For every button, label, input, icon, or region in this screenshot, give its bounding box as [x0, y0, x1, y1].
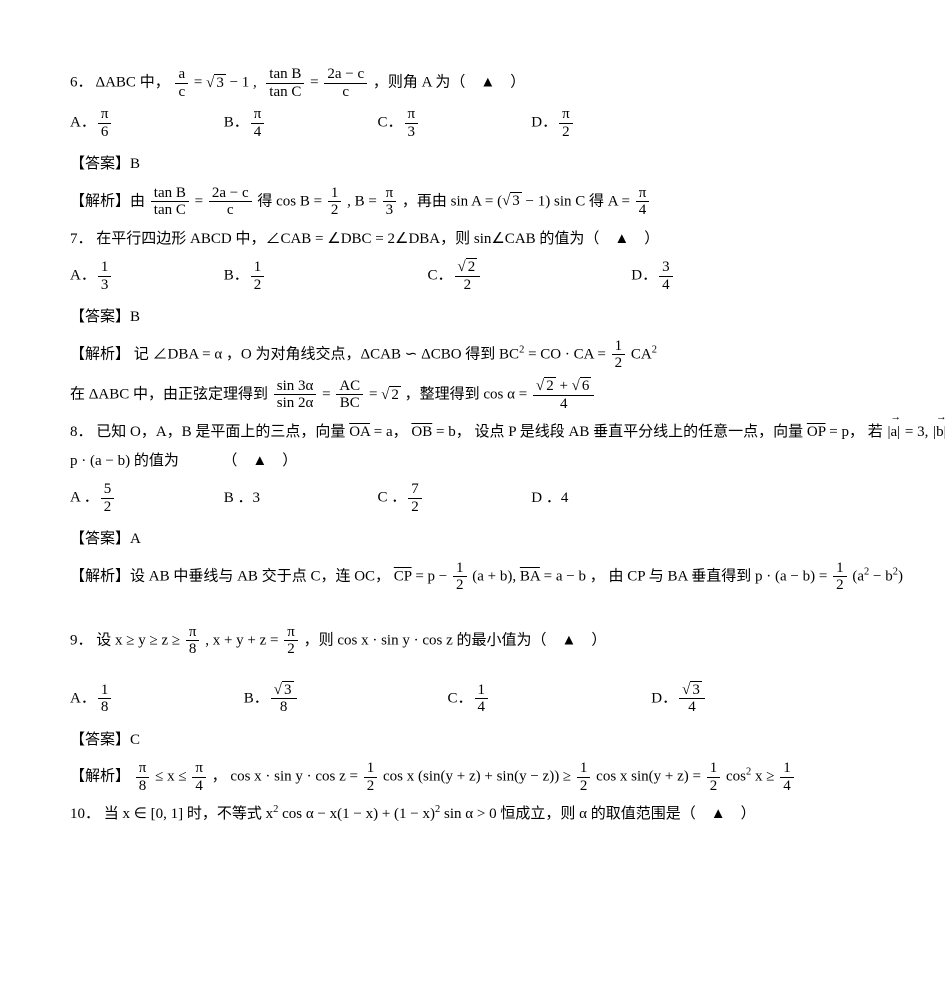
q7-opt-a: A．13 — [70, 259, 220, 293]
q6-number: 6． — [70, 74, 93, 90]
q6-answer: 【答案】B — [70, 150, 945, 179]
q8-explanation: 【解析】设 AB 中垂线与 AB 交于点 C，连 OC， CP = p − 12… — [70, 560, 945, 594]
q7-options: A．13 B．12 C．22 D．34 — [70, 259, 945, 293]
q6-options: A．π6 B．π4 C．π3 D．π2 — [70, 106, 945, 140]
q7-stem: 7． 在平行四边形 ABCD 中，∠CAB = ∠DBC = 2∠DBA，则 s… — [70, 225, 945, 254]
q9-answer: 【答案】C — [70, 726, 945, 755]
q6-explanation: 【解析】由 tan Btan C = 2a − cc 得 cos B = 12 … — [70, 185, 945, 219]
q8-opt-a: A ．52 — [70, 481, 220, 515]
q7-number: 7． — [70, 231, 93, 247]
q9-opt-c: C．14 — [448, 682, 648, 716]
q9-opt-d: D．34 — [651, 682, 801, 716]
q8-answer: 【答案】A — [70, 525, 945, 554]
q9-explanation: 【解析】 π8 ≤ x ≤ π4 ， cos x · sin y · cos z… — [70, 760, 945, 794]
q9-options: A．18 B．38 C．14 D．34 — [70, 682, 945, 716]
q6-eq2-rhs: 2a − cc — [324, 66, 367, 100]
q7-opt-d: D．34 — [631, 259, 781, 293]
q10-number: 10． — [70, 806, 100, 822]
q6-eq1-lhs: ac — [175, 66, 188, 100]
q7-opt-b: B．12 — [224, 259, 424, 293]
q6-opt-d: D．π2 — [531, 106, 681, 140]
q7-answer: 【答案】B — [70, 303, 945, 332]
q6-opt-b: B．π4 — [224, 106, 374, 140]
q8-opt-d: D ．4 — [531, 484, 681, 513]
q6-stem: 6． ΔABC 中， ac = 3 − 1 , tan Btan C = 2a … — [70, 66, 945, 100]
q7-explanation-1: 【解析】 记 ∠DBA = α ，O 为对角线交点，ΔCAB ∽ ΔCBO 得到… — [70, 338, 945, 372]
q7-explanation-2: 在 ΔABC 中，由正弦定理得到 sin 3αsin 2α = ACBC = 2… — [70, 378, 945, 412]
q7-opt-c: C．22 — [428, 259, 628, 293]
q9-opt-a: A．18 — [70, 682, 240, 716]
q8-opt-b: B ．3 — [224, 484, 374, 513]
q9-opt-b: B．38 — [244, 682, 444, 716]
q8-options: A ．52 B ．3 C ．72 D ．4 — [70, 481, 945, 515]
q6-eq2-lhs: tan Btan C — [266, 66, 304, 100]
q10-stem: 10． 当 x ∈ [0, 1] 时，不等式 x2 cos α − x(1 − … — [70, 800, 945, 829]
q8-number: 8． — [70, 424, 93, 440]
q6-opt-a: A．π6 — [70, 106, 220, 140]
q6-opt-c: C．π3 — [378, 106, 528, 140]
q8-opt-c: C ．72 — [378, 481, 528, 515]
q9-number: 9． — [70, 632, 93, 648]
q8-stem-1: 8． 已知 O，A，B 是平面上的三点，向量 OA = a， OB = b， 设… — [70, 418, 945, 475]
q9-stem: 9． 设 x ≥ y ≥ z ≥ π8 , x + y + z = π2 ，则 … — [70, 624, 945, 658]
